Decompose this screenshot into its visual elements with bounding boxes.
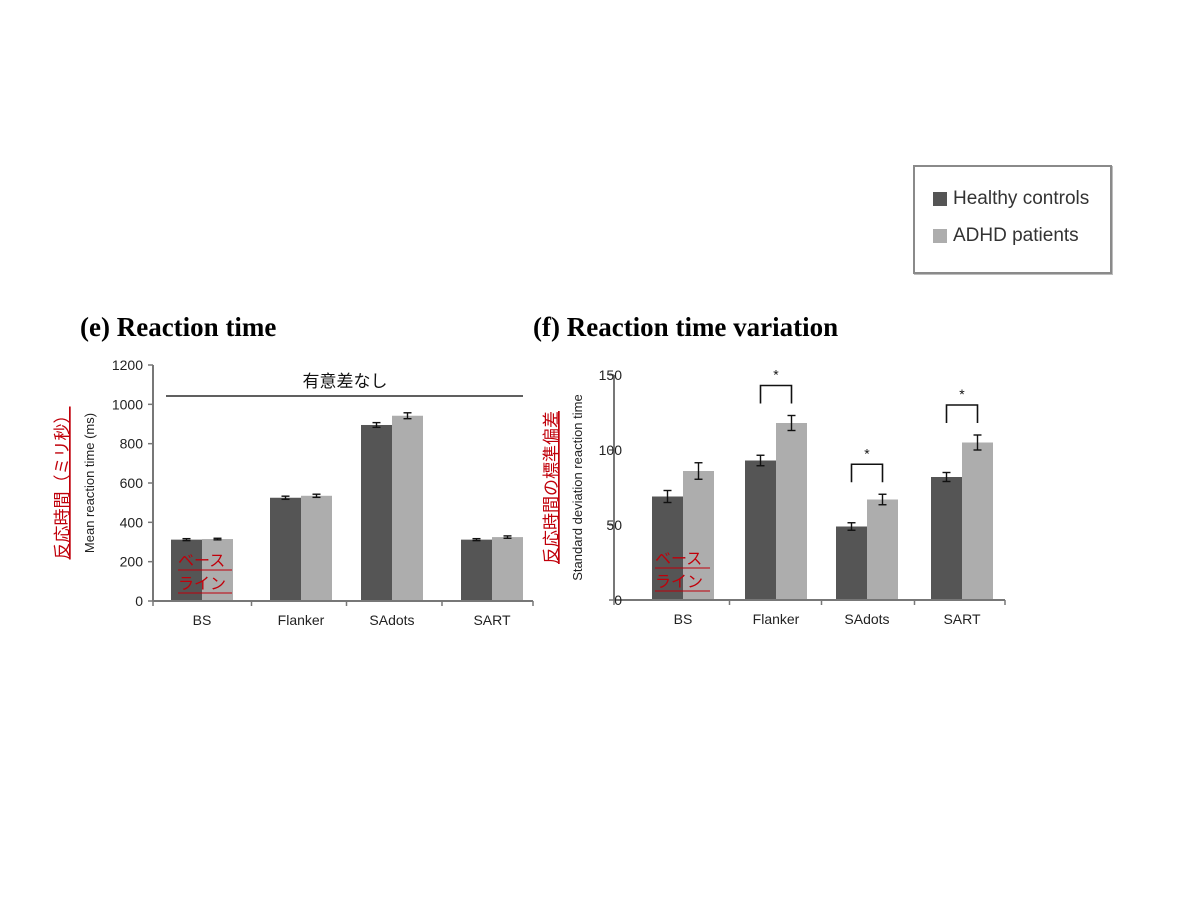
chart-f-bar-healthy-bs <box>652 496 683 600</box>
chart-f-ytick-label: 150 <box>599 367 623 383</box>
chart-f-ytick-label: 50 <box>606 517 622 533</box>
chart-e-ytick-label: 0 <box>135 593 143 609</box>
legend-swatch-adhd <box>933 229 947 243</box>
chart-e-ylabel: Mean reaction time (ms) <box>82 413 97 553</box>
chart-e-bar-healthy-sart <box>461 539 492 601</box>
legend-item-adhd: ADHD patients <box>933 223 1079 249</box>
chart-e-ytick-label: 1200 <box>112 357 143 373</box>
chart-f-bar-adhd-flanker <box>776 423 807 600</box>
chart-e-bar-adhd-sart <box>492 537 523 601</box>
chart-f-ytick-label: 100 <box>599 442 623 458</box>
legend-label-adhd: ADHD patients <box>953 225 1079 246</box>
chart-f-category-label: SAdots <box>844 611 889 627</box>
chart-e-ytick-label: 400 <box>120 514 144 530</box>
chart-f-significance-star-flanker: * <box>773 367 779 383</box>
chart-f-category-label: BS <box>674 611 693 627</box>
chart-f-significance-bracket-sart <box>945 404 979 423</box>
chart-e-ytick-label: 600 <box>120 475 144 491</box>
chart-f-significance-star-sart: * <box>959 386 965 402</box>
chart-e-bar-healthy-sadots <box>361 424 392 601</box>
chart-e-category-label: SAdots <box>369 612 414 628</box>
chart-e-bar-adhd-flanker <box>301 495 332 601</box>
chart-e-bar-adhd-sadots <box>392 415 423 601</box>
chart-e-bar-healthy-flanker <box>270 497 301 601</box>
chart-f-baseline-annotation-line1: ベース <box>655 551 702 568</box>
chart-f-ylabel-annotation: 反応時間の標準偏差 <box>542 411 561 564</box>
legend-label-healthy: Healthy controls <box>953 188 1090 209</box>
chart-e-category-label: Flanker <box>278 612 325 628</box>
chart-f-bar-healthy-sart <box>931 477 962 600</box>
chart-f-bar-healthy-sadots <box>836 526 867 600</box>
chart-e-category-label: SART <box>473 612 511 628</box>
chart-f-baseline-annotation-line2: ライン <box>655 574 703 591</box>
chart-f-bar-healthy-flanker <box>745 460 776 600</box>
legend-item-healthy: Healthy controls <box>933 186 1089 212</box>
chart-f-title: (f) Reaction time variation <box>533 312 839 342</box>
chart-e-baseline-annotation-line1: ベース <box>178 553 225 570</box>
chart-f-category-label: SART <box>943 611 981 627</box>
chart-e-significance-label: 有意差なし <box>303 372 388 391</box>
chart-e-category-label: BS <box>193 612 212 628</box>
chart-f-bar-adhd-sadots <box>867 499 898 600</box>
chart-e-title: (e) Reaction time <box>80 312 277 342</box>
legend: Healthy controls ADHD patients <box>913 165 1112 274</box>
chart-e-baseline-annotation-line2: ライン <box>178 576 226 593</box>
chart-f-significance-star-sadots: * <box>864 445 870 461</box>
chart-f-significance-bracket-flanker <box>759 384 793 404</box>
chart-e-ytick-label: 800 <box>120 436 144 452</box>
chart-f-bar-adhd-sart <box>962 442 993 600</box>
chart-e-ylabel-annotation: 反応時間（ミリ秒） <box>53 407 72 560</box>
chart-e-ytick-label: 200 <box>120 554 144 570</box>
chart-f-ylabel: Standard deviation reaction time <box>570 394 585 580</box>
legend-swatch-healthy <box>933 192 947 206</box>
chart-f-ytick-label: 0 <box>614 592 622 608</box>
chart-f-significance-bracket-sadots <box>850 463 884 483</box>
chart-f-bar-adhd-bs <box>683 471 714 600</box>
chart-e-ytick-label: 1000 <box>112 396 143 412</box>
chart-f-category-label: Flanker <box>753 611 800 627</box>
